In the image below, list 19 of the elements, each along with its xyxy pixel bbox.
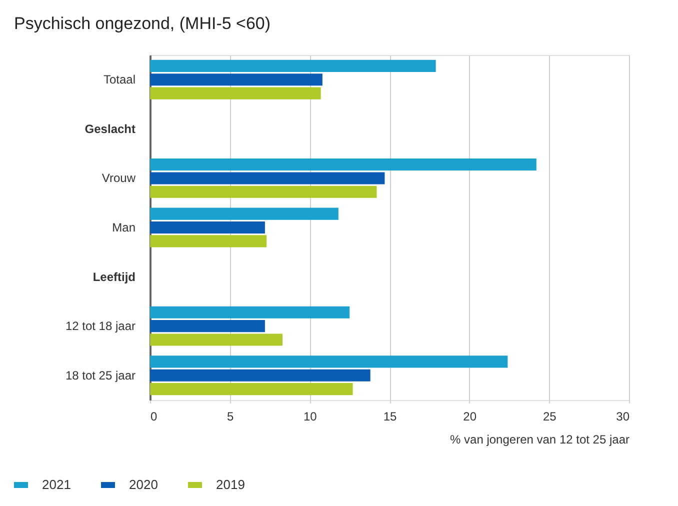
x-tick-label: 25 [542,410,557,424]
x-tick-label: 0 [150,410,158,424]
x-tick-label: 5 [226,410,234,424]
x-tick-label: 30 [616,410,630,424]
y-tick-label: Vrouw [102,171,136,186]
y-tick-label: Leeftijd [92,270,136,284]
legend-label: 2020 [129,477,158,492]
y-tick-label: Totaal [103,72,136,87]
legend-label: 2021 [42,477,71,492]
chart-title: Psychisch ongezond, (MHI-5 <60) [14,14,271,33]
y-tick-label: Geslacht [84,122,136,136]
x-tick-label: 15 [383,410,397,424]
legend-label: 2019 [216,477,245,492]
y-tick-label: 12 tot 18 jaar [65,319,136,334]
y-tick-label: Man [112,220,136,234]
x-tick-label: 10 [303,410,318,424]
x-tick-label: 20 [463,410,477,424]
x-axis-title: % van jongeren van 12 tot 25 jaar [450,432,630,446]
y-tick-label: 18 tot 25 jaar [65,368,136,382]
